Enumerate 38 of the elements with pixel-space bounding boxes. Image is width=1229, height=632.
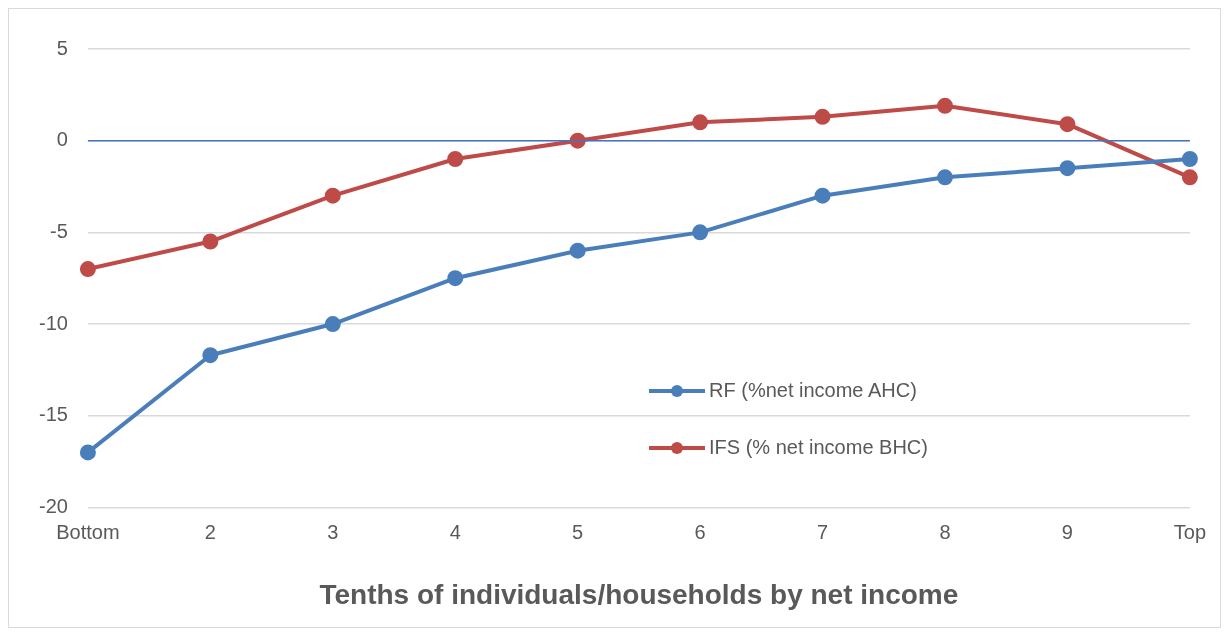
point	[937, 97, 953, 114]
point	[202, 347, 219, 364]
y-tick-label: -10	[39, 311, 68, 334]
x-tick-label: Bottom	[56, 520, 120, 543]
x-tick-label: 3	[327, 520, 339, 543]
point	[814, 187, 831, 204]
point	[202, 233, 219, 250]
x-tick-label: 9	[1061, 520, 1073, 543]
point	[1059, 116, 1076, 133]
y-tick-label: -15	[39, 403, 68, 426]
point	[324, 316, 341, 333]
y-tick-label: -5	[50, 219, 68, 242]
point	[1059, 160, 1076, 177]
x-tick-label: 2	[204, 520, 216, 543]
point	[1181, 169, 1198, 186]
y-tick-label: 0	[56, 128, 68, 151]
x-tick-label: Top	[1173, 520, 1206, 543]
x-tick-label: 5	[572, 520, 584, 543]
point	[324, 187, 341, 204]
point	[937, 169, 953, 186]
point	[79, 261, 96, 278]
legend-label: RF (%net income AHC)	[709, 379, 917, 402]
point	[1181, 151, 1198, 168]
point	[79, 444, 96, 461]
point	[692, 114, 709, 131]
y-tick-label: -20	[39, 494, 68, 517]
x-tick-label: 7	[816, 520, 829, 543]
x-axis-title: Tenths of individuals/households by net income	[319, 578, 959, 610]
point	[447, 151, 464, 168]
point	[692, 224, 709, 241]
y-tick-label: 5	[56, 36, 68, 59]
x-tick-label: 6	[694, 520, 706, 543]
point	[814, 108, 831, 125]
x-tick-label: 4	[449, 520, 461, 543]
x-tick-label: 8	[939, 520, 951, 543]
legend-label: IFS (% net income BHC)	[709, 436, 928, 459]
point	[447, 270, 464, 287]
point	[569, 242, 586, 259]
